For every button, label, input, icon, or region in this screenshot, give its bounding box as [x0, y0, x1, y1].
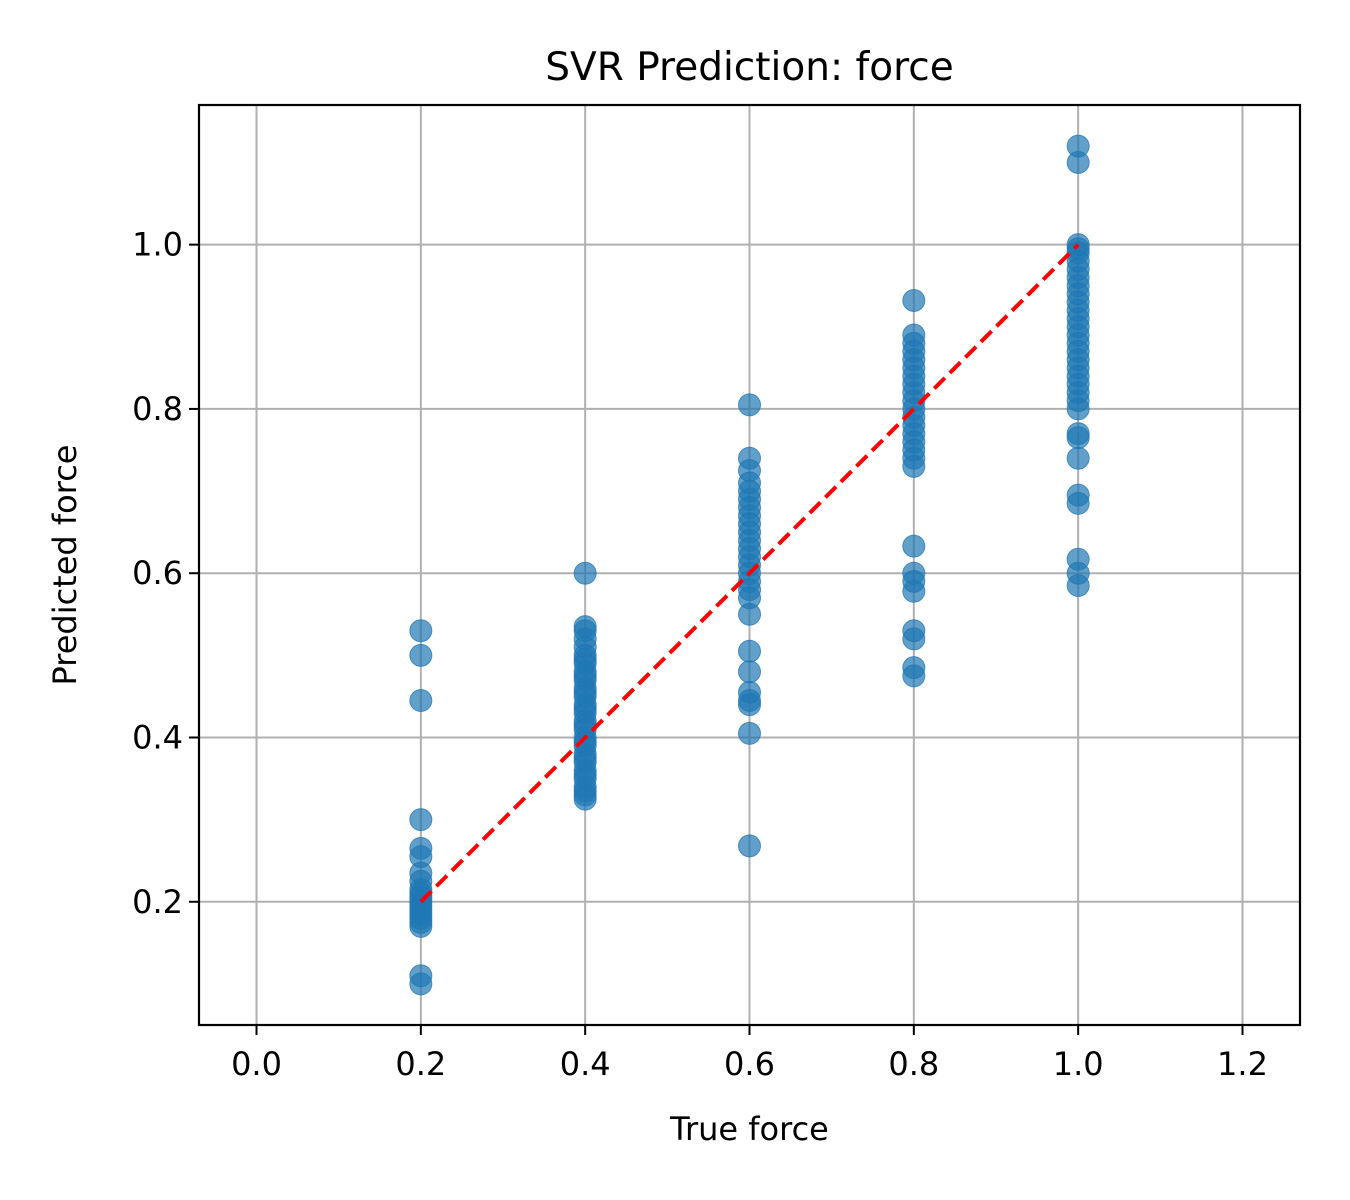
data-point — [1066, 397, 1090, 421]
data-point — [738, 660, 761, 684]
y-tick-label: 0.6 — [132, 554, 183, 592]
y-axis: 0.2 0.4 0.6 0.8 1.0 — [132, 226, 199, 921]
x-tick-label: 1.2 — [1217, 1045, 1268, 1083]
data-point — [738, 693, 761, 717]
data-point — [738, 639, 761, 663]
x-tick-label: 0.2 — [395, 1045, 446, 1083]
data-point — [573, 787, 597, 811]
data-point — [738, 721, 761, 745]
data-point — [409, 972, 433, 996]
y-tick-label: 0.4 — [132, 719, 183, 757]
x-tick-label: 0.4 — [560, 1045, 611, 1083]
data-point — [902, 289, 926, 312]
y-axis-title: Predicted force — [46, 445, 84, 686]
data-point — [902, 627, 926, 651]
data-point — [902, 534, 926, 558]
data-point — [738, 393, 761, 417]
x-tick-label: 1.0 — [1053, 1045, 1104, 1083]
data-point — [409, 643, 433, 667]
y-tick-label: 0.2 — [132, 883, 183, 921]
data-point — [1066, 491, 1090, 515]
x-tick-label: 0.8 — [888, 1045, 939, 1083]
data-point — [1066, 426, 1090, 450]
data-point — [409, 808, 433, 832]
reference-line — [419, 243, 1080, 904]
data-point — [1066, 151, 1090, 174]
data-point — [409, 914, 433, 938]
y-tick-label: 0.8 — [132, 390, 183, 428]
data-point — [573, 561, 597, 585]
data-point — [902, 579, 926, 603]
chart-title: SVR Prediction: force — [545, 45, 953, 90]
x-axis: 0.0 0.2 0.4 0.6 0.8 1.0 1.2 — [231, 1025, 1268, 1083]
data-point — [1066, 574, 1090, 598]
data-point — [902, 664, 926, 688]
data-point — [738, 834, 761, 858]
data-point — [409, 619, 433, 643]
data-point — [1066, 446, 1090, 470]
x-tick-label: 0.6 — [724, 1045, 775, 1083]
x-tick-label: 0.0 — [231, 1045, 282, 1083]
data-point — [738, 602, 761, 626]
data-point — [409, 689, 433, 713]
data-point — [902, 454, 926, 478]
reference-line-group — [419, 243, 1080, 904]
y-tick-label: 1.0 — [132, 226, 183, 264]
x-axis-title: True force — [669, 1110, 829, 1148]
